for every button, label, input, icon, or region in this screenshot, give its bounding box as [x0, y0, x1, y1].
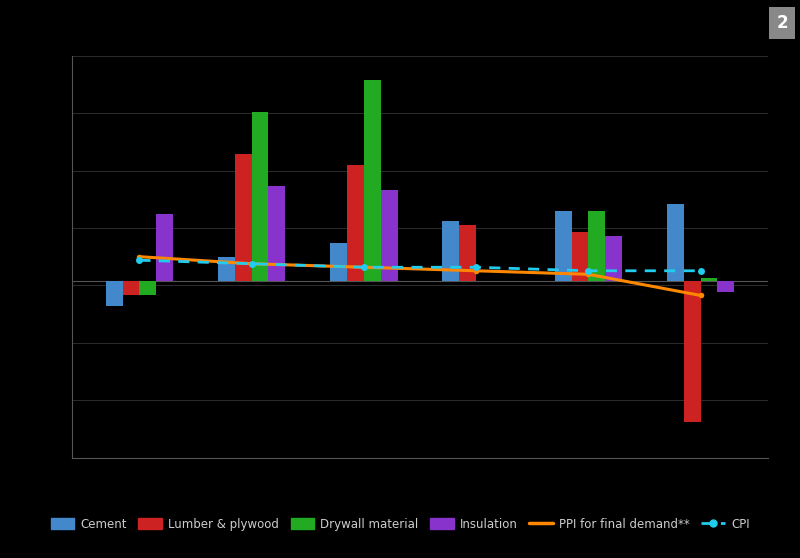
Bar [252, 112, 269, 281]
Bar [269, 186, 286, 281]
Bar [122, 281, 139, 295]
Bar [459, 225, 476, 281]
Bar [156, 214, 173, 281]
Bar [381, 190, 398, 281]
Bar [718, 281, 734, 292]
Bar [106, 281, 122, 306]
Bar [588, 211, 606, 281]
Bar [606, 235, 622, 281]
Text: 2: 2 [776, 14, 788, 32]
Legend: Cement, Lumber & plywood, Drywall material, Insulation, PPI for final demand**, : Cement, Lumber & plywood, Drywall materi… [46, 513, 754, 535]
Bar [701, 278, 718, 281]
Bar [364, 80, 381, 281]
Bar [571, 232, 588, 281]
Bar [330, 243, 347, 281]
Bar [218, 257, 234, 281]
Bar [554, 211, 571, 281]
Bar [442, 222, 459, 281]
Bar [667, 204, 684, 281]
Bar [347, 165, 364, 281]
Bar [684, 281, 701, 422]
Bar [234, 155, 252, 281]
Bar [139, 281, 156, 295]
